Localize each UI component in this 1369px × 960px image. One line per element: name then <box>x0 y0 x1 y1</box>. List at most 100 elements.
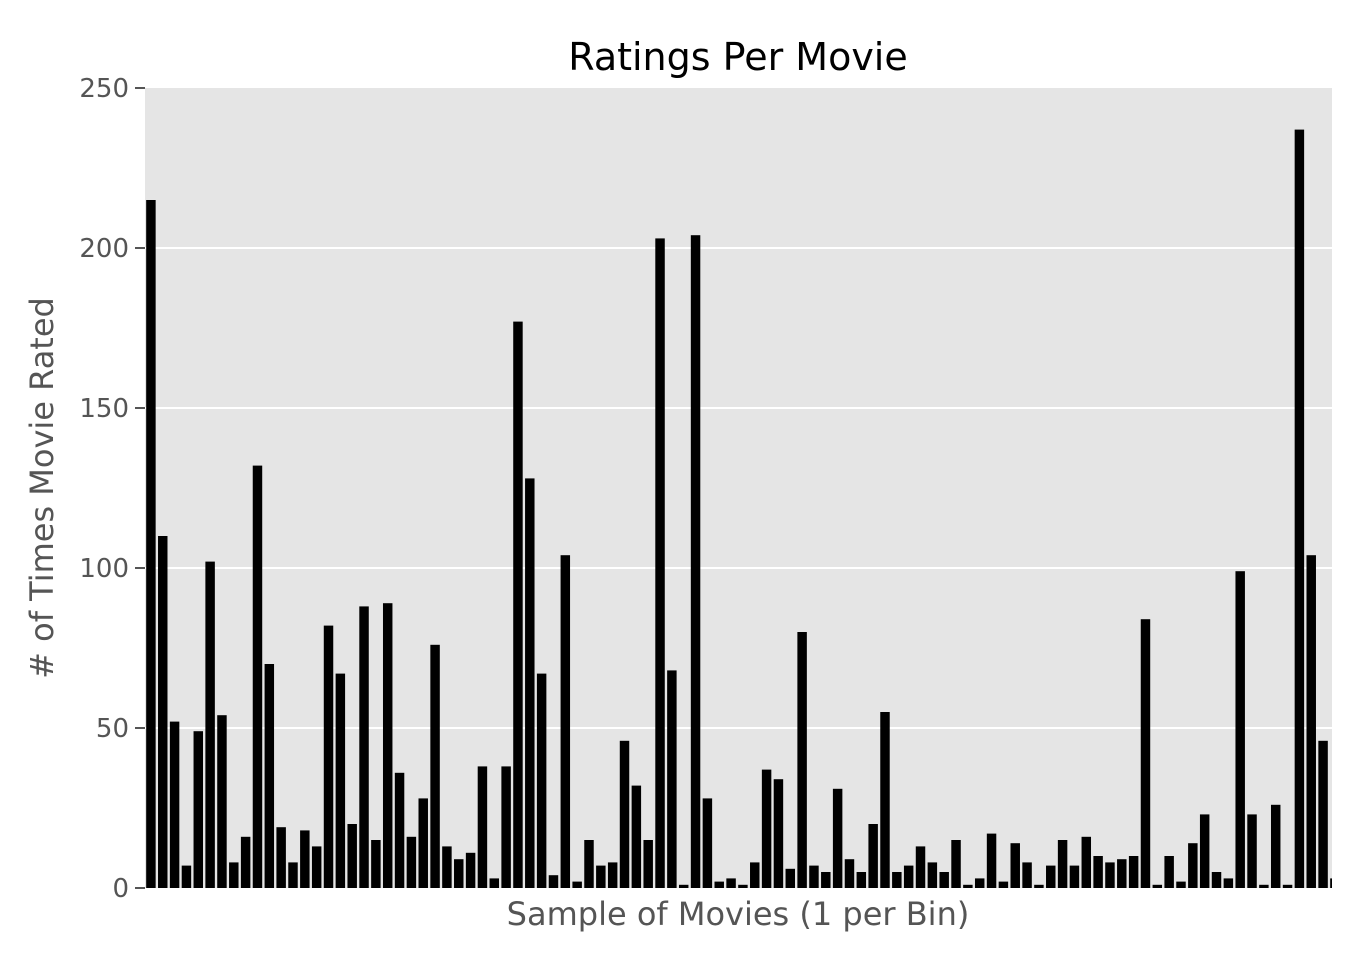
bar <box>1306 555 1316 888</box>
bar <box>856 872 867 888</box>
y-tick-label: 100 <box>79 554 129 584</box>
plot-background <box>145 88 1332 888</box>
y-tick-label: 200 <box>79 234 129 264</box>
bar <box>821 872 831 888</box>
bar <box>335 673 346 888</box>
bar <box>193 731 204 888</box>
bar <box>1081 836 1092 888</box>
bar <box>1152 884 1163 888</box>
y-axis-label: # of Times Movie Rated <box>23 297 61 679</box>
bar <box>394 772 405 888</box>
bar <box>560 555 571 888</box>
bar <box>631 785 642 888</box>
bar <box>382 603 393 888</box>
bar <box>726 878 736 888</box>
bar <box>974 878 985 888</box>
y-tick-label: 250 <box>79 74 129 104</box>
bar <box>311 846 322 888</box>
bar <box>643 840 653 888</box>
y-axis-ticks: 0 50 100 150 200 250 <box>79 74 145 904</box>
bar <box>1223 878 1234 888</box>
bar <box>1069 865 1080 888</box>
bar <box>1128 856 1139 888</box>
bar <box>1259 884 1269 888</box>
bar <box>927 862 938 888</box>
bar <box>619 740 630 888</box>
bar <box>489 878 500 888</box>
bar <box>939 872 949 888</box>
bar <box>986 833 997 888</box>
bar <box>868 824 878 888</box>
bar <box>678 884 689 888</box>
chart-title: Ratings Per Movie <box>568 35 908 79</box>
bar <box>300 830 310 888</box>
bar <box>809 865 819 888</box>
bar <box>738 884 748 888</box>
bar <box>880 712 890 888</box>
bars <box>146 129 1332 889</box>
bar <box>963 884 973 888</box>
bar <box>832 788 843 888</box>
bar <box>1117 859 1127 888</box>
bar <box>1057 840 1068 888</box>
bar <box>548 875 559 888</box>
bar <box>844 859 855 888</box>
bar <box>702 798 713 888</box>
bar <box>1093 856 1103 888</box>
bar <box>1176 881 1186 888</box>
bar <box>240 836 251 888</box>
bar <box>1294 129 1305 889</box>
bar <box>323 625 334 888</box>
bar <box>158 536 168 888</box>
bar <box>761 769 772 888</box>
bar <box>998 881 1009 888</box>
bar <box>217 715 227 888</box>
bar <box>276 827 286 888</box>
bar <box>1247 814 1257 888</box>
gridlines <box>145 247 1332 729</box>
bar <box>288 862 298 888</box>
bar <box>667 670 677 888</box>
bar <box>572 881 582 888</box>
y-tick-label: 50 <box>96 714 129 744</box>
bar <box>1188 843 1198 888</box>
bar <box>477 766 488 888</box>
bar <box>1211 872 1222 888</box>
bar <box>915 846 926 888</box>
bar <box>513 321 523 889</box>
bar <box>146 200 156 888</box>
bar <box>205 561 215 888</box>
bar <box>264 664 275 888</box>
bar <box>1318 740 1328 888</box>
bar <box>714 881 724 888</box>
bar <box>1140 619 1151 888</box>
bar <box>1282 884 1293 888</box>
bar <box>655 238 665 888</box>
bar <box>750 862 760 888</box>
x-axis-label: Sample of Movies (1 per Bin) <box>507 895 970 933</box>
bar <box>1105 862 1115 888</box>
bar <box>454 859 464 888</box>
bar <box>525 478 535 888</box>
bar <box>359 606 369 888</box>
bar <box>347 824 357 888</box>
bar <box>1270 804 1281 888</box>
bar <box>1164 856 1174 888</box>
bar <box>418 798 428 888</box>
bar <box>536 673 547 888</box>
bar <box>371 840 381 888</box>
y-tick-label: 0 <box>112 874 129 904</box>
bar <box>169 721 180 888</box>
bar <box>903 865 914 888</box>
bar <box>1330 878 1332 888</box>
bar <box>406 836 417 888</box>
bar <box>501 766 511 888</box>
bar <box>1199 814 1210 888</box>
bar <box>181 865 192 888</box>
bar <box>442 846 452 888</box>
bar <box>252 465 263 888</box>
bar <box>465 852 476 888</box>
bar <box>596 865 606 888</box>
bar <box>951 840 961 888</box>
